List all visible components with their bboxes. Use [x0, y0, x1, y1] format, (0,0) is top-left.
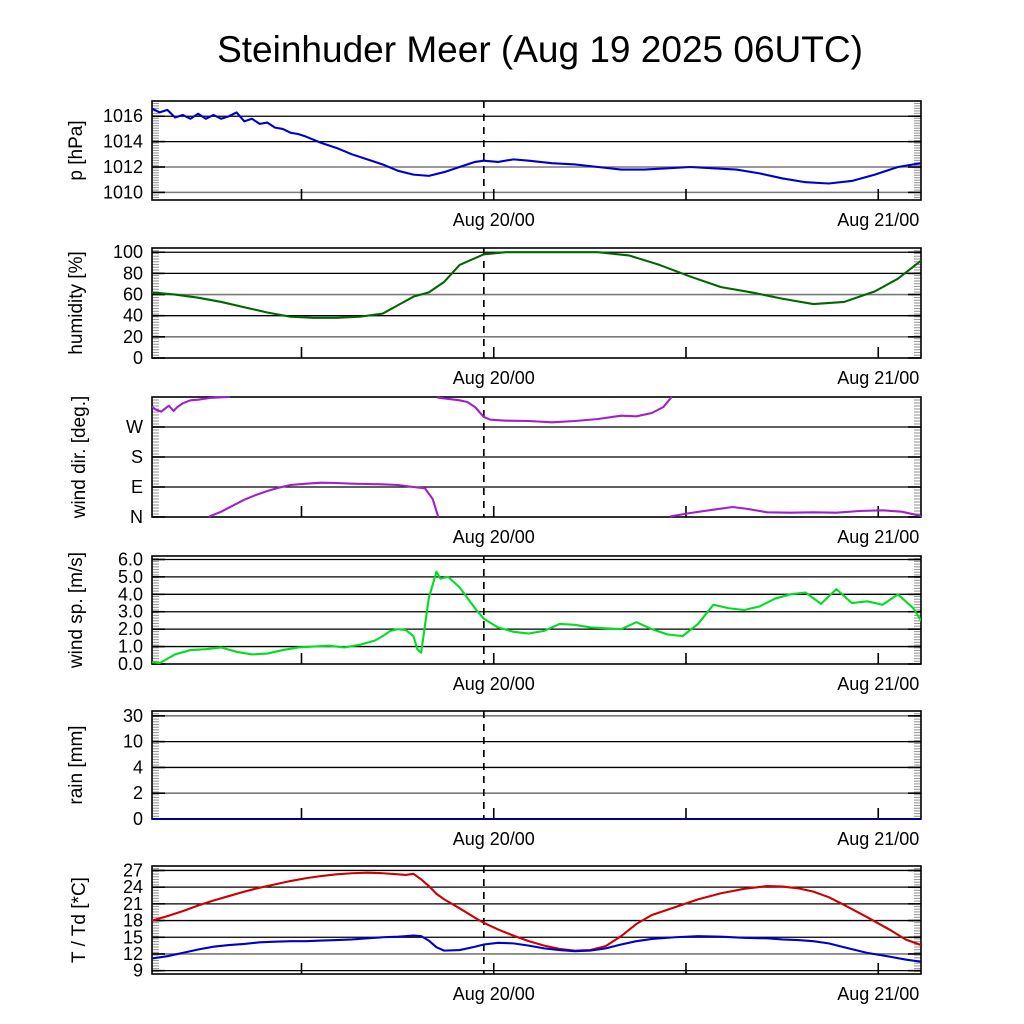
y-tick-label: N [130, 507, 143, 527]
panel-rain: 0 2 4 10 30 rain [mm] Aug 20/00 Aug 21/00 [66, 706, 922, 849]
x-tick-label: Aug 20/00 [453, 829, 535, 849]
x-tick-label: Aug 21/00 [837, 984, 919, 1004]
y-tick-label: 15 [123, 927, 143, 947]
y-tick-label: 0.0 [118, 654, 143, 674]
data-series-line [152, 396, 230, 413]
x-tick-label: Aug 21/00 [837, 527, 919, 547]
y-tick-label: 40 [123, 306, 143, 326]
y-tick-label: 0 [133, 809, 143, 829]
y-tick-label: 21 [123, 894, 143, 914]
y-tick-label: 100 [113, 242, 143, 262]
y-tick-label: 1016 [103, 106, 143, 126]
data-series-line [152, 871, 921, 952]
y-tick-label: 1010 [103, 182, 143, 202]
y-tick-label: 30 [123, 706, 143, 726]
series-group [152, 570, 921, 665]
y-tick-label: 2 [133, 783, 143, 803]
y-tick-label: 5.0 [118, 567, 143, 587]
x-tick-label: Aug 20/00 [453, 984, 535, 1004]
y-axis-label: humidity [%] [66, 251, 87, 354]
y-tick-label: 0 [133, 348, 143, 368]
page-title: Steinhuder Meer (Aug 19 2025 06UTC) [217, 29, 863, 70]
x-tick-label: Aug 20/00 [453, 674, 535, 694]
x-tick-label: Aug 20/00 [453, 368, 535, 388]
data-series-line [152, 934, 921, 963]
data-series-line [152, 107, 921, 185]
x-tick-label: Aug 21/00 [837, 368, 919, 388]
series-group [152, 251, 921, 319]
data-series-line [437, 396, 673, 424]
plot-frame [151, 396, 922, 518]
series-group [152, 871, 921, 963]
y-tick-label: 2.0 [118, 619, 143, 639]
y-tick-label: 9 [133, 961, 143, 981]
y-axis-label: p [hPa] [66, 120, 87, 180]
y-tick-label: 4.0 [118, 584, 143, 604]
y-tick-label: 6.0 [118, 549, 143, 569]
y-axis-label: wind dir. [deg.] [69, 396, 90, 520]
data-series-line [152, 251, 921, 319]
y-tick-label: 1014 [103, 132, 143, 152]
y-tick-label: 27 [123, 860, 143, 880]
y-tick-label: W [126, 417, 143, 437]
y-tick-label: 1012 [103, 157, 143, 177]
x-tick-label: Aug 20/00 [453, 210, 535, 230]
x-tick-label: Aug 21/00 [837, 210, 919, 230]
y-tick-label: S [131, 447, 143, 467]
y-tick-label: 20 [123, 327, 143, 347]
series-group [152, 396, 921, 518]
y-tick-label: 60 [123, 285, 143, 305]
panel-pressure: 1010 1012 1014 1016 p [hPa] Aug 20/00 Aug 21/0… [66, 100, 922, 230]
y-tick-label: 4 [133, 757, 143, 777]
data-series-line [152, 570, 921, 665]
y-tick-label: 12 [123, 944, 143, 964]
y-axis-label: wind sp. [m/s] [66, 552, 87, 669]
x-tick-label: Aug 20/00 [453, 527, 535, 547]
plot-frame [151, 100, 922, 201]
y-tick-label: 18 [123, 911, 143, 931]
series-group [152, 107, 921, 185]
y-tick-label: 1.0 [118, 637, 143, 657]
data-series-line [670, 505, 921, 518]
y-tick-label: 24 [123, 877, 143, 897]
panel-wind_speed: 0.01.02.03.04.05.06.0 wind sp. [m/s] Aug 2… [66, 549, 922, 694]
y-tick-label: 80 [123, 263, 143, 283]
data-series-line [208, 481, 440, 518]
x-tick-label: Aug 21/00 [837, 829, 919, 849]
plot-frame [151, 247, 922, 359]
y-tick-label: 10 [123, 732, 143, 752]
y-axis-label: T / Td [*C] [69, 877, 90, 963]
plot-frame [151, 555, 922, 665]
y-tick-label: E [131, 477, 143, 497]
x-tick-label: Aug 21/00 [837, 674, 919, 694]
y-axis-label: rain [mm] [66, 725, 87, 804]
y-tick-label: 3.0 [118, 602, 143, 622]
